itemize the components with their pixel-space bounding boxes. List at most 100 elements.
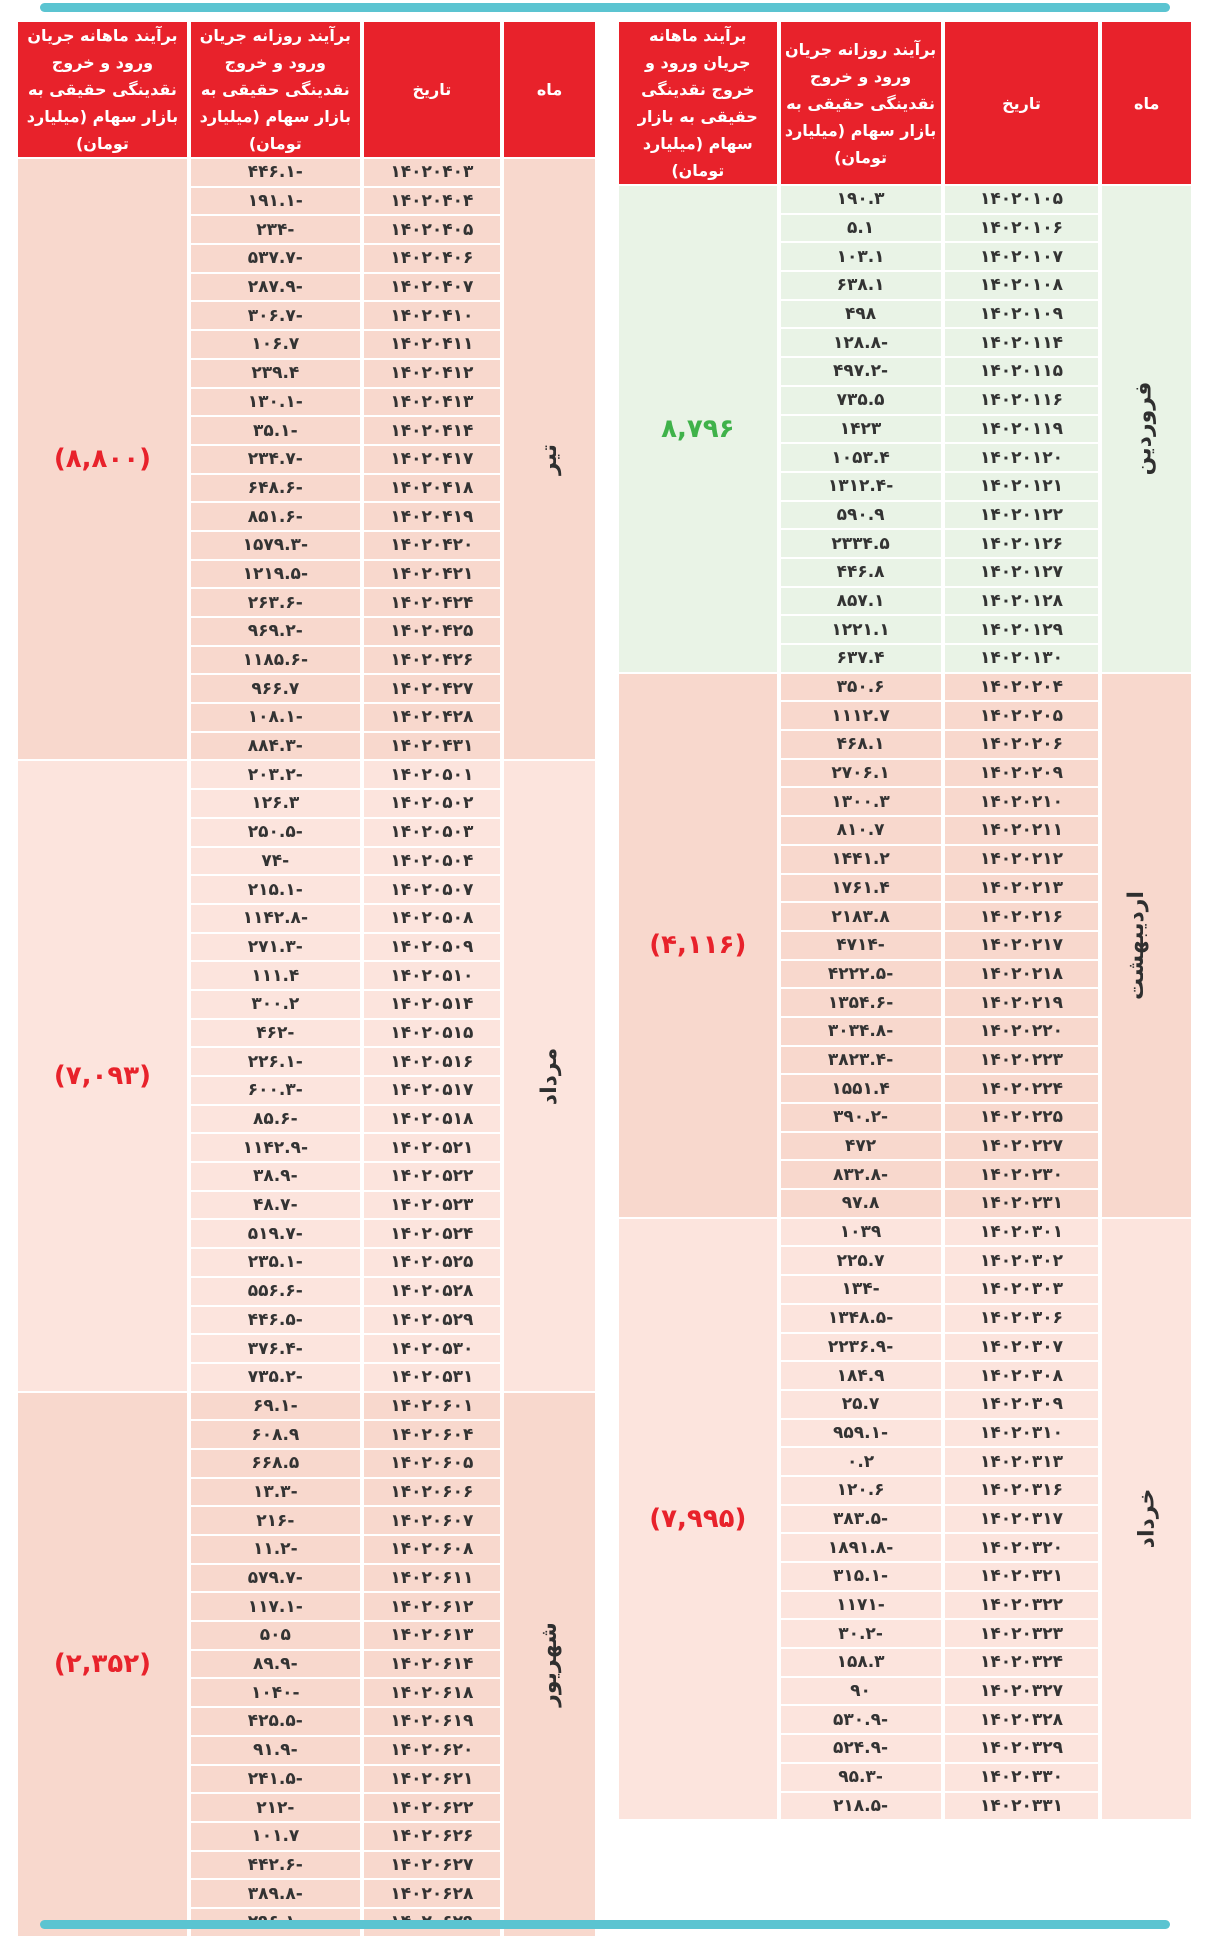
- flow-table-right: ماه تاریخ برآیند روزانه جریان ورود و خرو…: [615, 20, 1195, 1821]
- table-row: ۱۴۰۲۰۵۲۴ -۵۱۹.۷: [18, 1220, 595, 1248]
- table-row: ۱۴۰۲۰۵۱۶ -۲۲۶.۱: [18, 1048, 595, 1075]
- date-cell: ۱۴۰۲۰۳۰۳: [944, 1276, 1099, 1303]
- date-cell: ۱۴۰۲۰۱۲۸: [944, 587, 1099, 615]
- daily-flow-cell: -۱۱۸۵.۶: [190, 646, 360, 674]
- date-cell: ۱۴۰۲۰۲۱۶: [944, 903, 1099, 930]
- table-row: ۱۴۰۲۰۴۲۷ ۹۶۶.۷: [18, 675, 595, 703]
- date-cell: ۱۴۰۲۰۶۲۸: [363, 1880, 501, 1907]
- header-date: تاریخ: [363, 22, 501, 157]
- table-row: ۱۴۰۲۰۶۰۸ -۱۱.۲: [18, 1536, 595, 1563]
- table-row: ۱۴۰۲۰۳۰۳ -۱۳۴: [619, 1276, 1191, 1303]
- daily-flow-cell: ۵۰۵: [190, 1622, 360, 1649]
- header-month: ماه: [1102, 22, 1191, 184]
- table-row: ۱۴۰۲۰۶۲۸ -۳۸۹.۸: [18, 1880, 595, 1907]
- table-row: ۱۴۰۲۰۵۰۷ -۲۱۵.۱: [18, 876, 595, 903]
- date-cell: ۱۴۰۲۰۲۱۰: [944, 788, 1099, 816]
- daily-flow-cell: ۷۳۵.۵: [780, 386, 941, 414]
- daily-flow-cell: ۴۹۸: [780, 300, 941, 328]
- table-row: ۱۴۰۲۰۵۲۳ -۴۸.۷: [18, 1191, 595, 1219]
- table-row: ۱۴۰۲۰۶۰۵ ۶۶۸.۵: [18, 1449, 595, 1477]
- daily-flow-cell: -۵۷۹.۷: [190, 1564, 360, 1592]
- month-name: اردیبهشت: [1124, 890, 1150, 1000]
- date-cell: ۱۴۰۲۰۳۰۹: [944, 1390, 1099, 1418]
- table-row: ۱۴۰۲۰۳۰۷ -۲۲۳۶.۹: [619, 1333, 1191, 1361]
- daily-flow-cell: ۱۰۵۳.۴: [780, 444, 941, 471]
- table-row: ۱۴۰۲۰۳۲۸ -۵۳۰.۹: [619, 1706, 1191, 1734]
- table-row: ۱۴۰۲۰۲۱۲ ۱۴۴۱.۲: [619, 845, 1191, 873]
- daily-flow-cell: ۱۴۲۳: [780, 415, 941, 443]
- date-cell: ۱۴۰۲۰۲۱۸: [944, 960, 1099, 988]
- daily-flow-cell: -۴۲۲۲.۵: [780, 960, 941, 988]
- date-cell: ۱۴۰۲۰۴۱۷: [363, 445, 501, 473]
- header-monthly: برآیند ماهانه جریان ورود و خروج نقدینگی …: [18, 22, 187, 157]
- date-cell: ۱۴۰۲۰۵۲۳: [363, 1191, 501, 1219]
- date-cell: ۱۴۰۲۰۴۲۸: [363, 704, 501, 731]
- daily-flow-cell: ۹۶۶.۷: [190, 675, 360, 703]
- date-cell: ۱۴۰۲۰۱۲۹: [944, 616, 1099, 643]
- table-row: ۱۴۰۲۰۱۱۶ ۷۳۵.۵: [619, 386, 1191, 414]
- table-row: ۱۴۰۲۰۲۰۵ ۱۱۱۲.۷: [619, 702, 1191, 730]
- table-row: ۱۴۰۲۰۴۰۵ -۲۳۴: [18, 216, 595, 244]
- daily-flow-cell: ۱۱۱.۴: [190, 962, 360, 989]
- daily-flow-cell: ۱۰۳۹: [780, 1218, 941, 1246]
- daily-flow-cell: ۱۲۰.۶: [780, 1476, 941, 1504]
- date-cell: ۱۴۰۲۰۶۲۰: [363, 1736, 501, 1764]
- date-cell: ۱۴۰۲۰۴۱۴: [363, 417, 501, 444]
- daily-flow-cell: -۱۰۴۰: [190, 1679, 360, 1707]
- date-cell: ۱۴۰۲۰۴۱۹: [363, 503, 501, 530]
- date-cell: ۱۴۰۲۰۳۰۲: [944, 1247, 1099, 1275]
- date-cell: ۱۴۰۲۰۶۲۲: [363, 1794, 501, 1821]
- daily-flow-cell: -۵۵۶.۶: [190, 1277, 360, 1305]
- date-cell: ۱۴۰۲۰۵۰۷: [363, 876, 501, 903]
- date-cell: ۱۴۰۲۰۵۲۱: [363, 1134, 501, 1162]
- daily-flow-cell: -۲۱۲: [190, 1794, 360, 1821]
- table-row: ۱۴۰۲۰۴۲۶ -۱۱۸۵.۶: [18, 646, 595, 674]
- date-cell: ۱۴۰۲۰۲۱۲: [944, 845, 1099, 873]
- date-cell: ۱۴۰۲۰۳۰۷: [944, 1333, 1099, 1361]
- date-cell: ۱۴۰۲۰۶۱۹: [363, 1708, 501, 1735]
- daily-flow-cell: ۱۵۸.۳: [780, 1649, 941, 1676]
- table-row: ۱۴۰۲۰۶۲۱ -۲۴۱.۵: [18, 1765, 595, 1793]
- month-label: تیر: [504, 159, 595, 760]
- month-name: تیر: [537, 443, 563, 475]
- table-row: ۱۴۰۲۰۴۰۶ -۵۳۷.۷: [18, 245, 595, 272]
- daily-flow-cell: -۸۵۱.۶: [190, 503, 360, 530]
- date-cell: ۱۴۰۲۰۳۱۶: [944, 1476, 1099, 1504]
- table-row: ۱۴۰۲۰۳۰۲ ۲۲۵.۷: [619, 1247, 1191, 1275]
- daily-flow-cell: ۱۹۰.۳: [780, 186, 941, 213]
- daily-flow-cell: ۲۱۸۳.۸: [780, 903, 941, 930]
- daily-flow-cell: -۶۴۸.۶: [190, 474, 360, 502]
- table-row: ۱۴۰۲۰۲۱۱ ۸۱۰.۷: [619, 817, 1191, 844]
- daily-flow-cell: -۲۲۶.۱: [190, 1048, 360, 1075]
- daily-flow-cell: -۹۵۹.۱: [780, 1419, 941, 1447]
- daily-flow-cell: ۳۰۰.۲: [190, 990, 360, 1018]
- table-row: ۱۴۰۲۰۳۰۶ -۱۳۴۸.۵: [619, 1304, 1191, 1332]
- date-cell: ۱۴۰۲۰۵۰۸: [363, 904, 501, 932]
- table-row: ۱۴۰۲۰۴۱۸ -۶۴۸.۶: [18, 474, 595, 502]
- date-cell: ۱۴۰۲۰۴۱۲: [363, 359, 501, 387]
- table-row: ۱۴۰۲۰۱۱۴ -۱۲۸.۸: [619, 329, 1191, 357]
- table-row: ۱۴۰۲۰۳۱۳ ۰.۲: [619, 1448, 1191, 1475]
- date-cell: ۱۴۰۲۰۴۱۸: [363, 474, 501, 502]
- monthly-total: (۲,۳۵۲): [18, 1392, 187, 1936]
- table-row: ۱۴۰۲۰۵۰۸ -۱۱۴۲.۸: [18, 904, 595, 932]
- date-cell: ۱۴۰۲۰۵۱۶: [363, 1048, 501, 1075]
- date-cell: ۱۴۰۲۰۵۳۰: [363, 1335, 501, 1362]
- daily-flow-cell: -۲۸۷.۹: [190, 273, 360, 301]
- table-row: اردیبهشت ۱۴۰۲۰۲۰۴ ۳۵۰.۶ (۴,۱۱۶): [619, 673, 1191, 1217]
- date-cell: ۱۴۰۲۰۲۰۵: [944, 702, 1099, 730]
- date-cell: ۱۴۰۲۰۶۱۳: [363, 1622, 501, 1649]
- table-row: خرداد ۱۴۰۲۰۳۰۱ ۱۰۳۹ (۷,۹۹۵): [619, 1218, 1191, 1820]
- daily-flow-cell: ۱۰۳.۱: [780, 243, 941, 271]
- table-row: ۱۴۰۲۰۴۲۴ -۲۶۳.۶: [18, 589, 595, 616]
- date-cell: ۱۴۰۲۰۴۲۰: [363, 531, 501, 559]
- table-row: ۱۴۰۲۰۲۱۸ -۴۲۲۲.۵: [619, 960, 1191, 988]
- table-row: ۱۴۰۲۰۲۲۷ ۴۷۲: [619, 1132, 1191, 1160]
- daily-flow-cell: -۸۹.۹: [190, 1650, 360, 1678]
- month-name: شهریور: [537, 1621, 563, 1707]
- date-cell: ۱۴۰۲۰۳۱۳: [944, 1448, 1099, 1475]
- daily-flow-cell: -۴۶۲: [190, 1019, 360, 1047]
- table-row: ۱۴۰۲۰۱۲۷ ۴۴۶.۸: [619, 558, 1191, 586]
- date-cell: ۱۴۰۲۰۱۱۶: [944, 386, 1099, 414]
- month-label: فروردین: [1102, 186, 1191, 672]
